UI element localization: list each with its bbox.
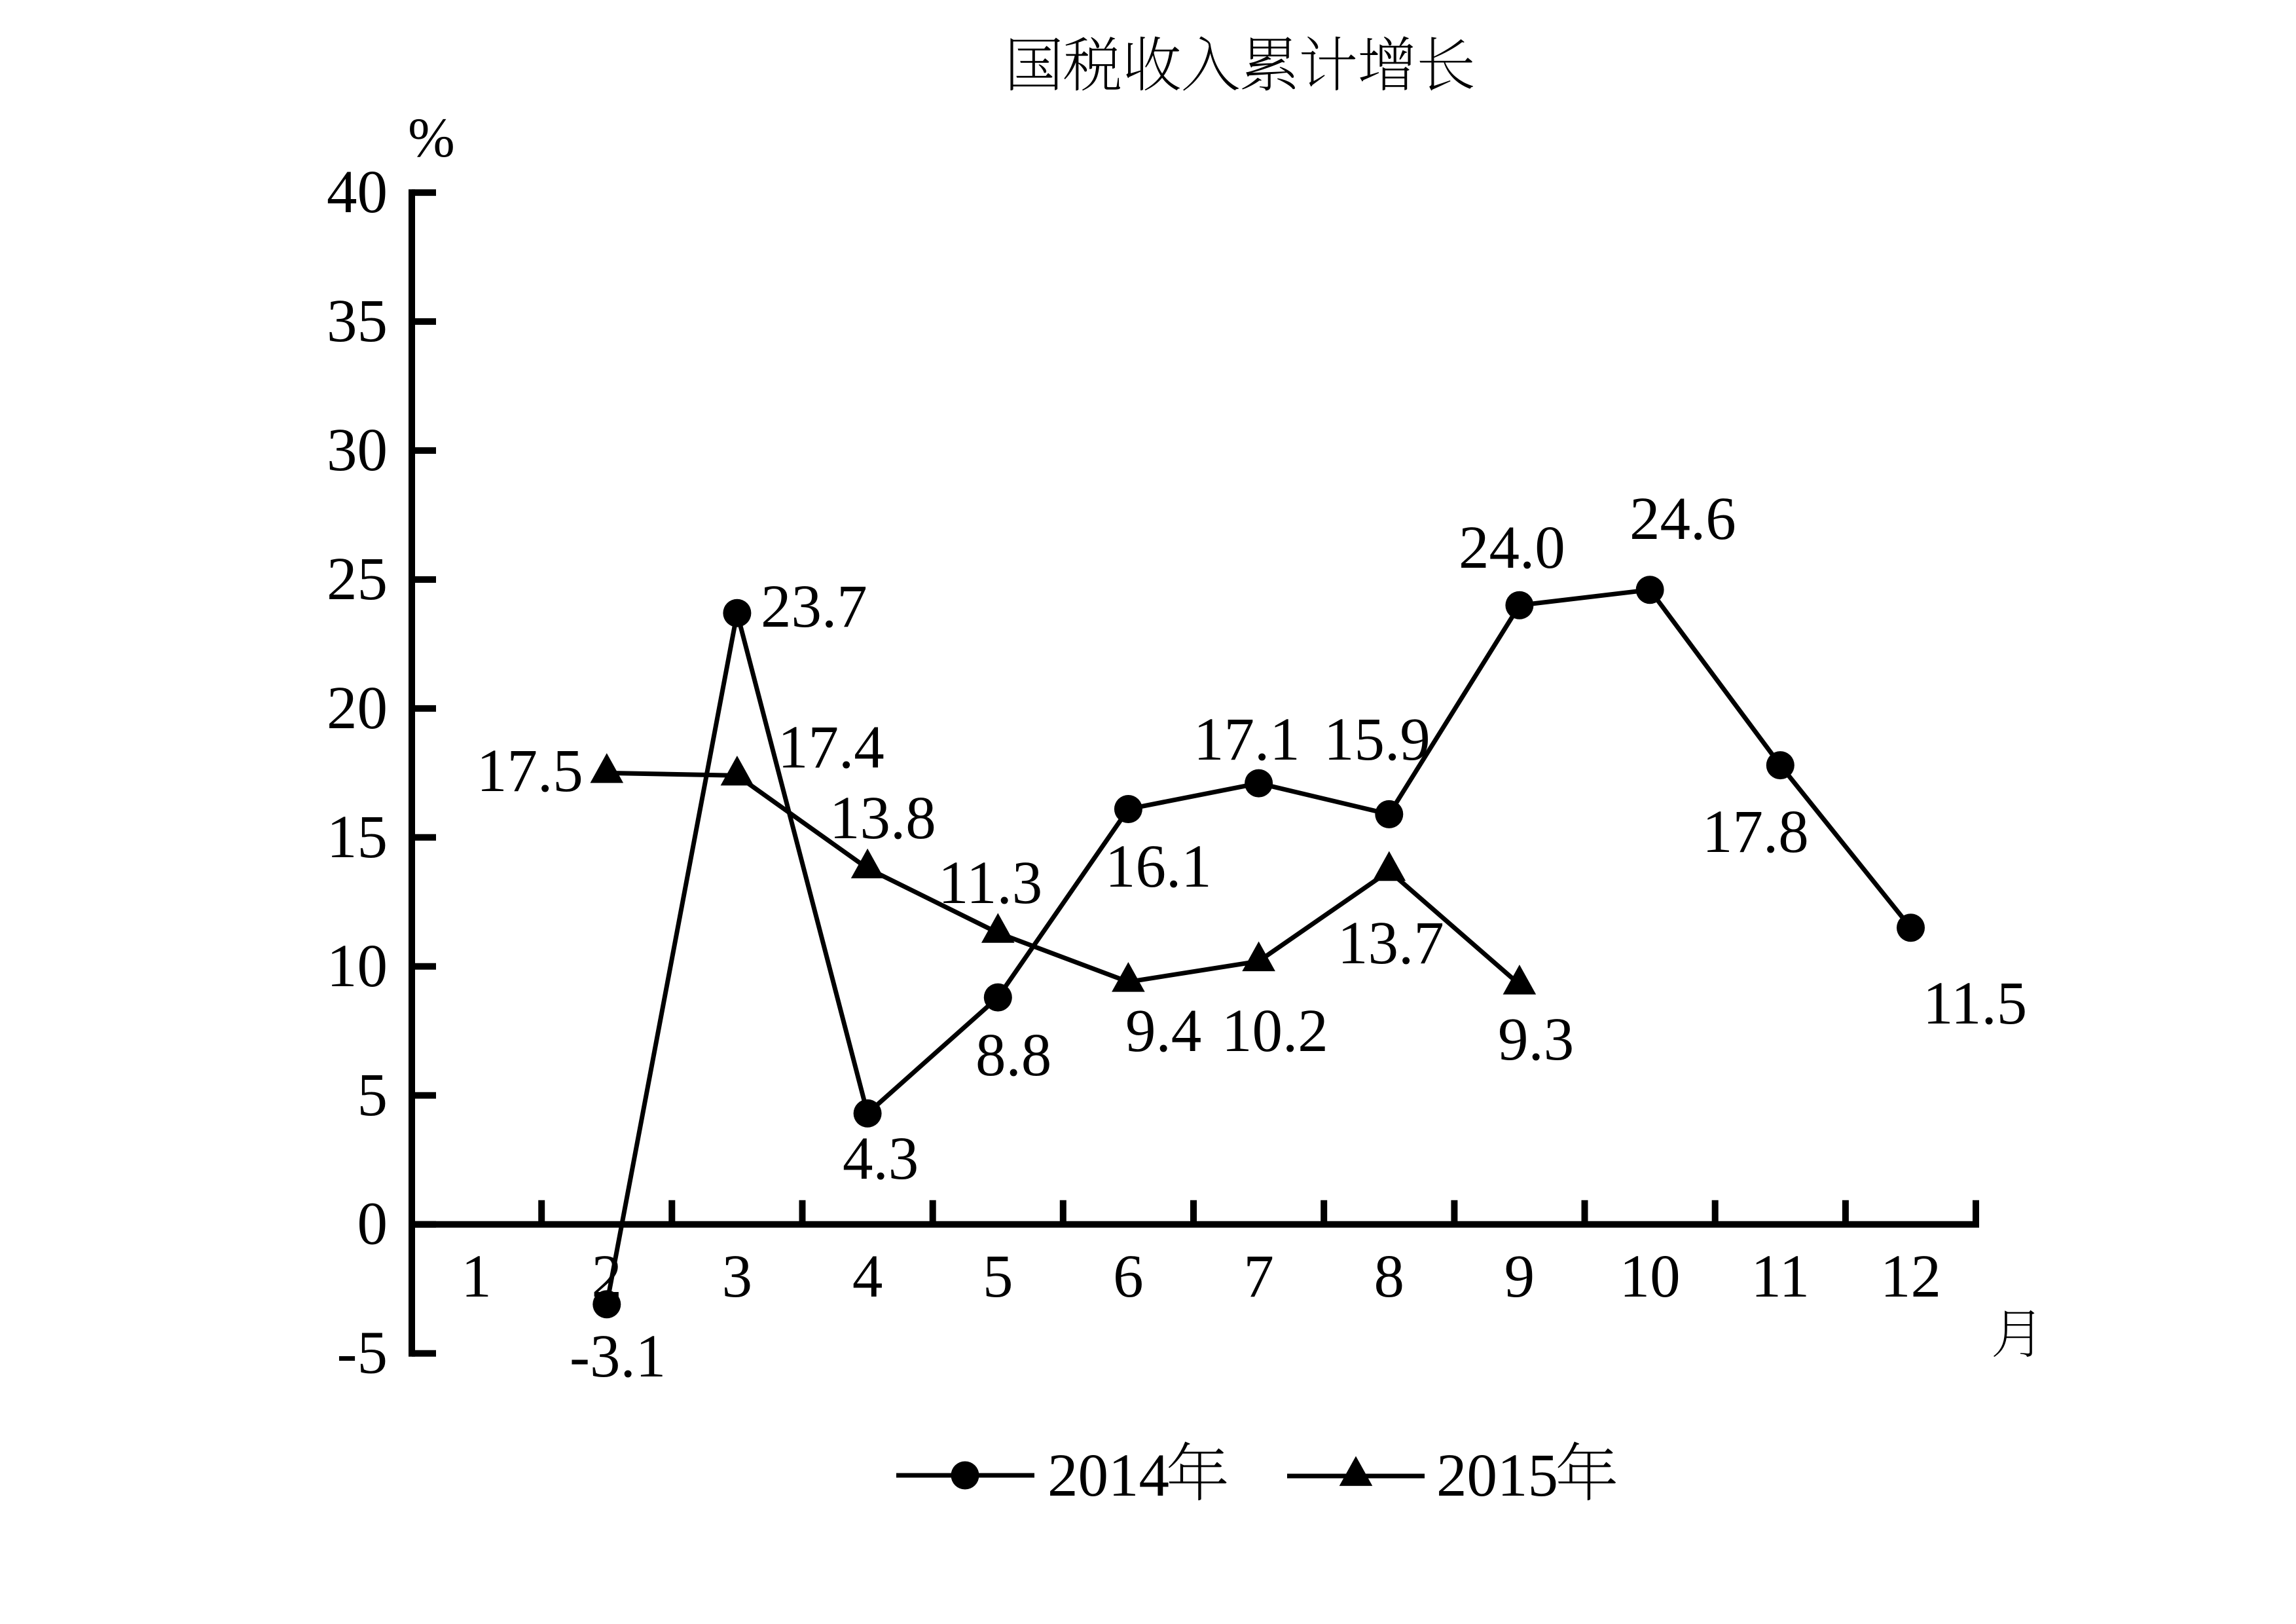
- svg-text:17.8: 17.8: [1702, 798, 1809, 866]
- svg-text:25: 25: [327, 545, 388, 613]
- svg-text:5: 5: [983, 1243, 1013, 1310]
- svg-text:13.7: 13.7: [1338, 910, 1444, 977]
- svg-text:17.4: 17.4: [778, 714, 884, 781]
- svg-text:3: 3: [722, 1243, 753, 1310]
- svg-text:10.2: 10.2: [1222, 997, 1328, 1065]
- svg-text:4.3: 4.3: [843, 1125, 919, 1192]
- svg-text:%: %: [408, 106, 455, 169]
- svg-text:16.1: 16.1: [1105, 833, 1212, 900]
- svg-text:10: 10: [1620, 1243, 1681, 1310]
- svg-text:24.6: 24.6: [1630, 485, 1736, 553]
- svg-text:8.8: 8.8: [975, 1022, 1051, 1089]
- svg-text:1: 1: [461, 1243, 492, 1310]
- svg-text:2014: 2014: [1048, 1442, 1169, 1509]
- svg-text:9.3: 9.3: [1498, 1006, 1574, 1073]
- svg-text:17.1: 17.1: [1194, 706, 1300, 773]
- svg-text:-5: -5: [337, 1320, 388, 1387]
- svg-text:0: 0: [357, 1190, 388, 1258]
- svg-text:8: 8: [1374, 1243, 1405, 1310]
- svg-text:11.3: 11.3: [938, 849, 1042, 917]
- svg-text:35: 35: [327, 287, 388, 355]
- svg-text:15: 15: [327, 803, 388, 871]
- svg-text:2015: 2015: [1436, 1442, 1558, 1509]
- svg-text:23.7: 23.7: [761, 573, 867, 640]
- svg-text:2: 2: [592, 1243, 623, 1310]
- svg-text:20: 20: [327, 674, 388, 742]
- svg-text:17.5: 17.5: [477, 737, 583, 805]
- svg-text:4: 4: [852, 1243, 883, 1310]
- svg-text:11.5: 11.5: [1923, 970, 2027, 1037]
- svg-text:24.0: 24.0: [1459, 514, 1565, 581]
- svg-text:13.8: 13.8: [829, 784, 936, 852]
- svg-text:6: 6: [1113, 1243, 1144, 1310]
- svg-text:10: 10: [327, 932, 388, 1000]
- svg-text:15.9: 15.9: [1324, 706, 1430, 773]
- svg-text:5: 5: [357, 1061, 388, 1129]
- svg-text:9: 9: [1504, 1243, 1535, 1310]
- svg-text:7: 7: [1243, 1243, 1274, 1310]
- svg-text:30: 30: [327, 416, 388, 484]
- svg-text:11: 11: [1751, 1243, 1810, 1310]
- svg-text:40: 40: [327, 158, 388, 226]
- svg-text:-3.1: -3.1: [570, 1323, 666, 1390]
- svg-text:9.4: 9.4: [1125, 997, 1201, 1065]
- svg-text:12: 12: [1880, 1243, 1941, 1310]
